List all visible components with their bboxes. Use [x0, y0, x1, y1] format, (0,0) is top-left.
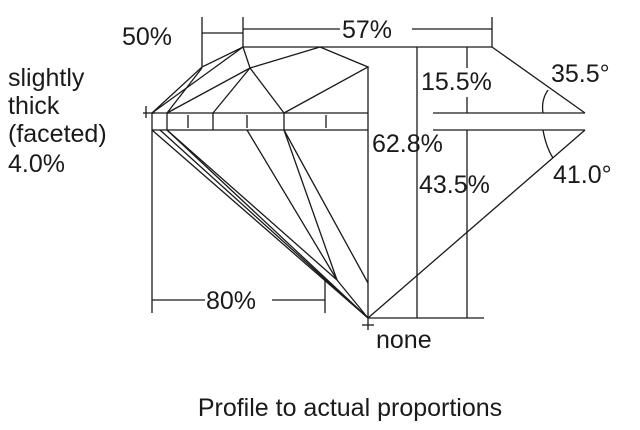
crown-angle-label: 35.5° [551, 60, 610, 88]
pavilion-angle-label: 41.0° [553, 161, 612, 189]
caption: Profile to actual proportions [198, 394, 502, 422]
total-depth-label: 62.8% [372, 130, 443, 158]
crown-label-50: 50% [122, 23, 172, 51]
girdle-label-line-1: slightly [8, 64, 85, 92]
table-label: 57% [342, 16, 392, 44]
diamond-outline [143, 46, 586, 330]
culet-label: none [376, 326, 432, 354]
pavilion-depth-label: 43.5% [419, 171, 490, 199]
pavilion-angle-arc [542, 129, 554, 159]
girdle-label-line-3: (faceted) [8, 120, 107, 148]
girdle-label-line-4: 4.0% [8, 150, 65, 178]
dimension-lines [151, 17, 554, 319]
lower-half-label: 80% [206, 287, 256, 315]
crown-angle-arc [541, 89, 549, 114]
crown-height-label: 15.5% [421, 68, 492, 96]
girdle-label-line-2: thick [8, 92, 60, 120]
